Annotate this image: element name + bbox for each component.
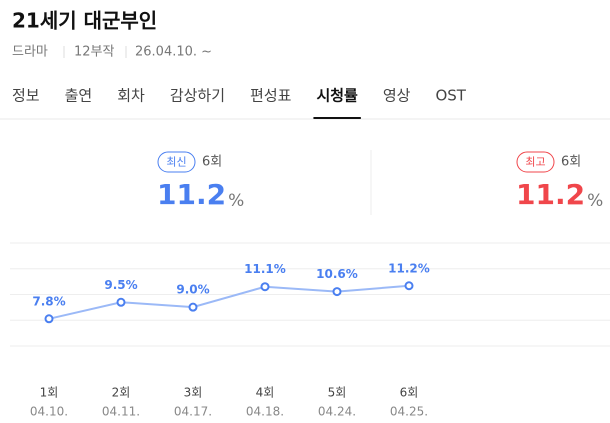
x-tick-label: 3회 [184, 386, 203, 400]
point [404, 281, 414, 291]
stat-episode: 6회 [202, 155, 222, 170]
tab[interactable]: 감상하기 [170, 87, 225, 105]
x-tick-label: 1회 [40, 386, 59, 400]
data-label: 9.0% [176, 283, 209, 297]
tab[interactable]: 영상 [383, 87, 411, 105]
data-label: 11.1% [244, 262, 286, 276]
line [48, 284, 410, 320]
tab[interactable]: 편성표 [250, 87, 292, 105]
stat-episode: 6회 [561, 155, 581, 170]
badge [516, 151, 555, 173]
x-tick-date: 04.24. [318, 405, 356, 419]
genre: 드라마 [12, 45, 48, 60]
tab-underline [313, 117, 361, 119]
data-label: 9.5% [104, 278, 137, 292]
x-tick-date: 04.25. [390, 405, 428, 419]
x-tick-label: 4회 [256, 386, 275, 400]
x-tick-label: 5회 [328, 386, 347, 400]
point [188, 302, 198, 312]
tab[interactable]: 정보 [12, 87, 40, 105]
data-label: 10.6% [316, 267, 358, 281]
x-tick-label: 2회 [112, 386, 131, 400]
stat-value: 11.2 [157, 178, 226, 211]
airdate: 26.04.10. ~ [135, 45, 212, 60]
point [44, 314, 54, 324]
data-label: 7.8% [32, 294, 65, 308]
episodes: 12부작 [74, 45, 115, 60]
badge [157, 151, 196, 173]
tab[interactable]: 시청률 [316, 87, 358, 105]
x-tick-date: 04.17. [174, 405, 212, 419]
x-tick-label: 6회 [400, 386, 419, 400]
tab[interactable]: 출연 [65, 87, 93, 105]
tab[interactable]: OST [435, 87, 466, 105]
point [116, 297, 126, 307]
x-tick-date: 04.10. [30, 405, 68, 419]
point [260, 282, 270, 292]
data-label: 11.2% [388, 261, 430, 275]
tab[interactable]: 회차 [117, 87, 145, 105]
point [332, 287, 342, 297]
title: 21세기 대군부인 [12, 9, 157, 33]
badge-label: 최신 [166, 156, 186, 169]
badge-label: 최고 [525, 156, 545, 169]
stat-unit: % [587, 191, 603, 211]
x-tick-date: 04.18. [246, 405, 284, 419]
stat-value: 11.2 [516, 178, 585, 211]
stat-unit: % [228, 191, 244, 211]
x-tick-date: 04.11. [102, 405, 140, 419]
